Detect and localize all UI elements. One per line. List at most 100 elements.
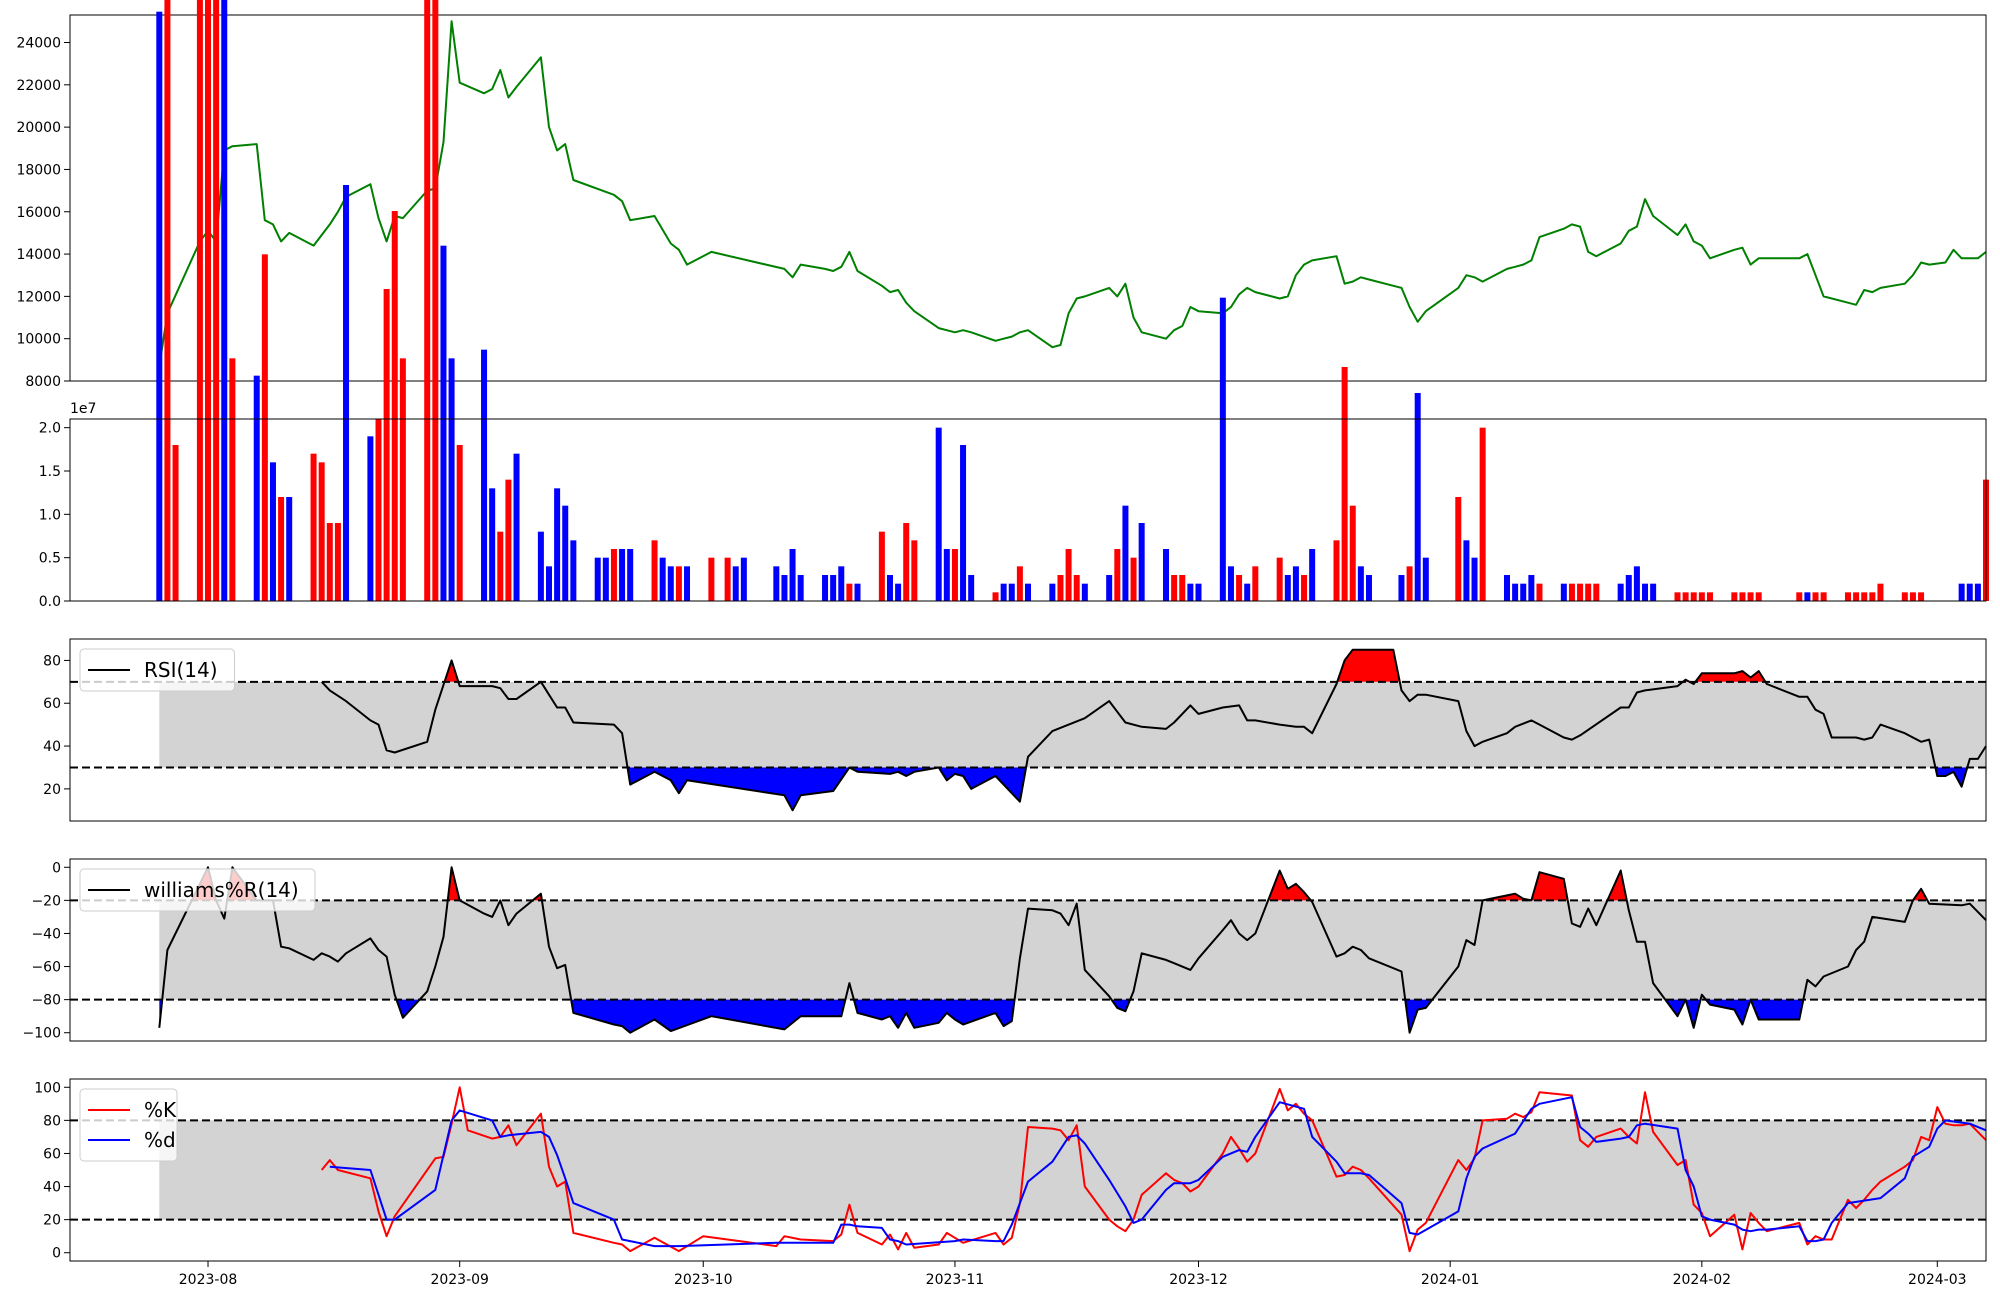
volume-bar [822, 575, 829, 601]
volume-bar [383, 289, 390, 601]
volume-bar [286, 497, 293, 601]
volume-bar [1504, 575, 1510, 601]
volume-bar [334, 523, 341, 601]
volume-bar [1844, 592, 1851, 601]
volume-bar [481, 349, 488, 601]
volume-bar [781, 575, 788, 601]
volume-bar [1163, 549, 1170, 601]
volume-bar [992, 592, 999, 601]
legend-box [79, 1088, 178, 1162]
price-panel: 8000 10000 12000 14000 16000 18000 20000 22000 2… [16, 20, 1987, 390]
volume-bar [1333, 540, 1340, 601]
volume-bar [1966, 583, 1973, 601]
williams_r-overbought-fill [1482, 872, 1568, 901]
rsi-panel: 20 40 60 80 RSI(14) [43, 648, 1987, 812]
volume-bar [610, 549, 617, 601]
volume-bar [1106, 575, 1113, 601]
volume-bar [432, 0, 439, 601]
y-tick-label: 60 [43, 696, 61, 712]
y-tick-label: −40 [31, 926, 61, 942]
volume-bar [651, 540, 658, 601]
volume-bar [1227, 566, 1234, 601]
volume-bar [196, 0, 203, 601]
williams_r-axes-frame [69, 858, 1987, 1042]
volume-bar [570, 540, 577, 601]
volume-bar [261, 254, 268, 602]
volume-bar [164, 0, 171, 602]
stochastic-legend: %K %d [79, 1088, 178, 1162]
volume-bar [1471, 557, 1478, 601]
y-tick-label: 40 [43, 1180, 61, 1196]
volume-bar [1796, 592, 1803, 601]
volume-bar [1820, 592, 1827, 601]
volume-bar [903, 523, 910, 601]
volume-bar [740, 557, 747, 601]
stochastic-axes-frame [69, 1078, 1987, 1262]
volume-bar [943, 549, 950, 601]
volume-bar [1057, 575, 1064, 601]
volume-bar [456, 445, 463, 601]
volume-bar [1877, 583, 1884, 601]
williams_r-legend: williams%R(14) [79, 868, 316, 912]
legend-label: %d [144, 1128, 176, 1152]
y-tick-label: 0.0 [39, 594, 61, 610]
y-tick-label: 60 [43, 1146, 61, 1162]
volume-bar [440, 245, 447, 601]
volume-bar [310, 453, 317, 601]
volume-bar [684, 566, 691, 601]
y-tick-label: 18000 [16, 162, 61, 178]
volume-bar [1958, 583, 1965, 601]
volume-bar [1909, 592, 1916, 601]
volume-bar [1000, 583, 1007, 601]
volume-bar [1512, 583, 1519, 601]
volume-bar [960, 445, 967, 601]
volume-bar [1479, 427, 1486, 601]
volume-bar [1706, 592, 1713, 601]
y-tick-label: −80 [31, 993, 61, 1009]
volume-bar [935, 427, 942, 601]
volume-bar [773, 566, 780, 601]
y-tick-label: 40 [43, 739, 61, 755]
volume-bar [399, 358, 406, 601]
volume-bar [1861, 592, 1868, 601]
legend-label: williams%R(14) [144, 878, 299, 902]
williams_r-oversold-fill [571, 999, 846, 1033]
y-tick-label: 0 [52, 1246, 61, 1262]
volume-bar [1918, 592, 1925, 601]
rsi-neutral-band [159, 681, 1987, 768]
williams_r-panel: 0 −20 −40 −60 −80 −100 williams%R(14) [23, 860, 1987, 1042]
y-tick-label: 24000 [16, 36, 61, 52]
volume-bar [1536, 583, 1543, 601]
volume-bar [667, 566, 674, 601]
y-tick-label: 8000 [25, 374, 61, 390]
y-tick-label: 20 [43, 1213, 61, 1229]
x-tick-label: 2024-01 [1421, 1272, 1480, 1288]
x-tick-label: 2023-11 [926, 1272, 985, 1288]
volume-bar [253, 375, 260, 601]
volume-bar [1520, 583, 1527, 601]
rsi-overbought-fill [444, 660, 459, 682]
y-tick-label: 14000 [16, 247, 61, 263]
y-tick-label: 22000 [16, 78, 61, 94]
volume-bar [838, 566, 845, 601]
williams_r-oversold-fill [1705, 999, 1804, 1025]
volume-bar [213, 0, 220, 601]
volume-bar [537, 531, 544, 601]
legend-box [79, 868, 316, 912]
volume-bar [1422, 557, 1429, 601]
volume-bar [1869, 592, 1876, 601]
volume-bar [1171, 575, 1178, 601]
volume-bar [724, 557, 731, 601]
y-tick-label: 1.0 [39, 507, 61, 523]
volume-bar [951, 549, 958, 601]
y-tick-label: 0.5 [39, 551, 61, 567]
y-tick-label: 80 [43, 653, 61, 669]
volume-bar [1008, 583, 1015, 601]
williams_r-series-line-0 [158, 866, 1987, 1034]
volume-bar [1804, 592, 1811, 601]
y-tick-label: 80 [43, 1113, 61, 1129]
volume-bar [375, 419, 382, 601]
volume-bar [1244, 583, 1251, 601]
